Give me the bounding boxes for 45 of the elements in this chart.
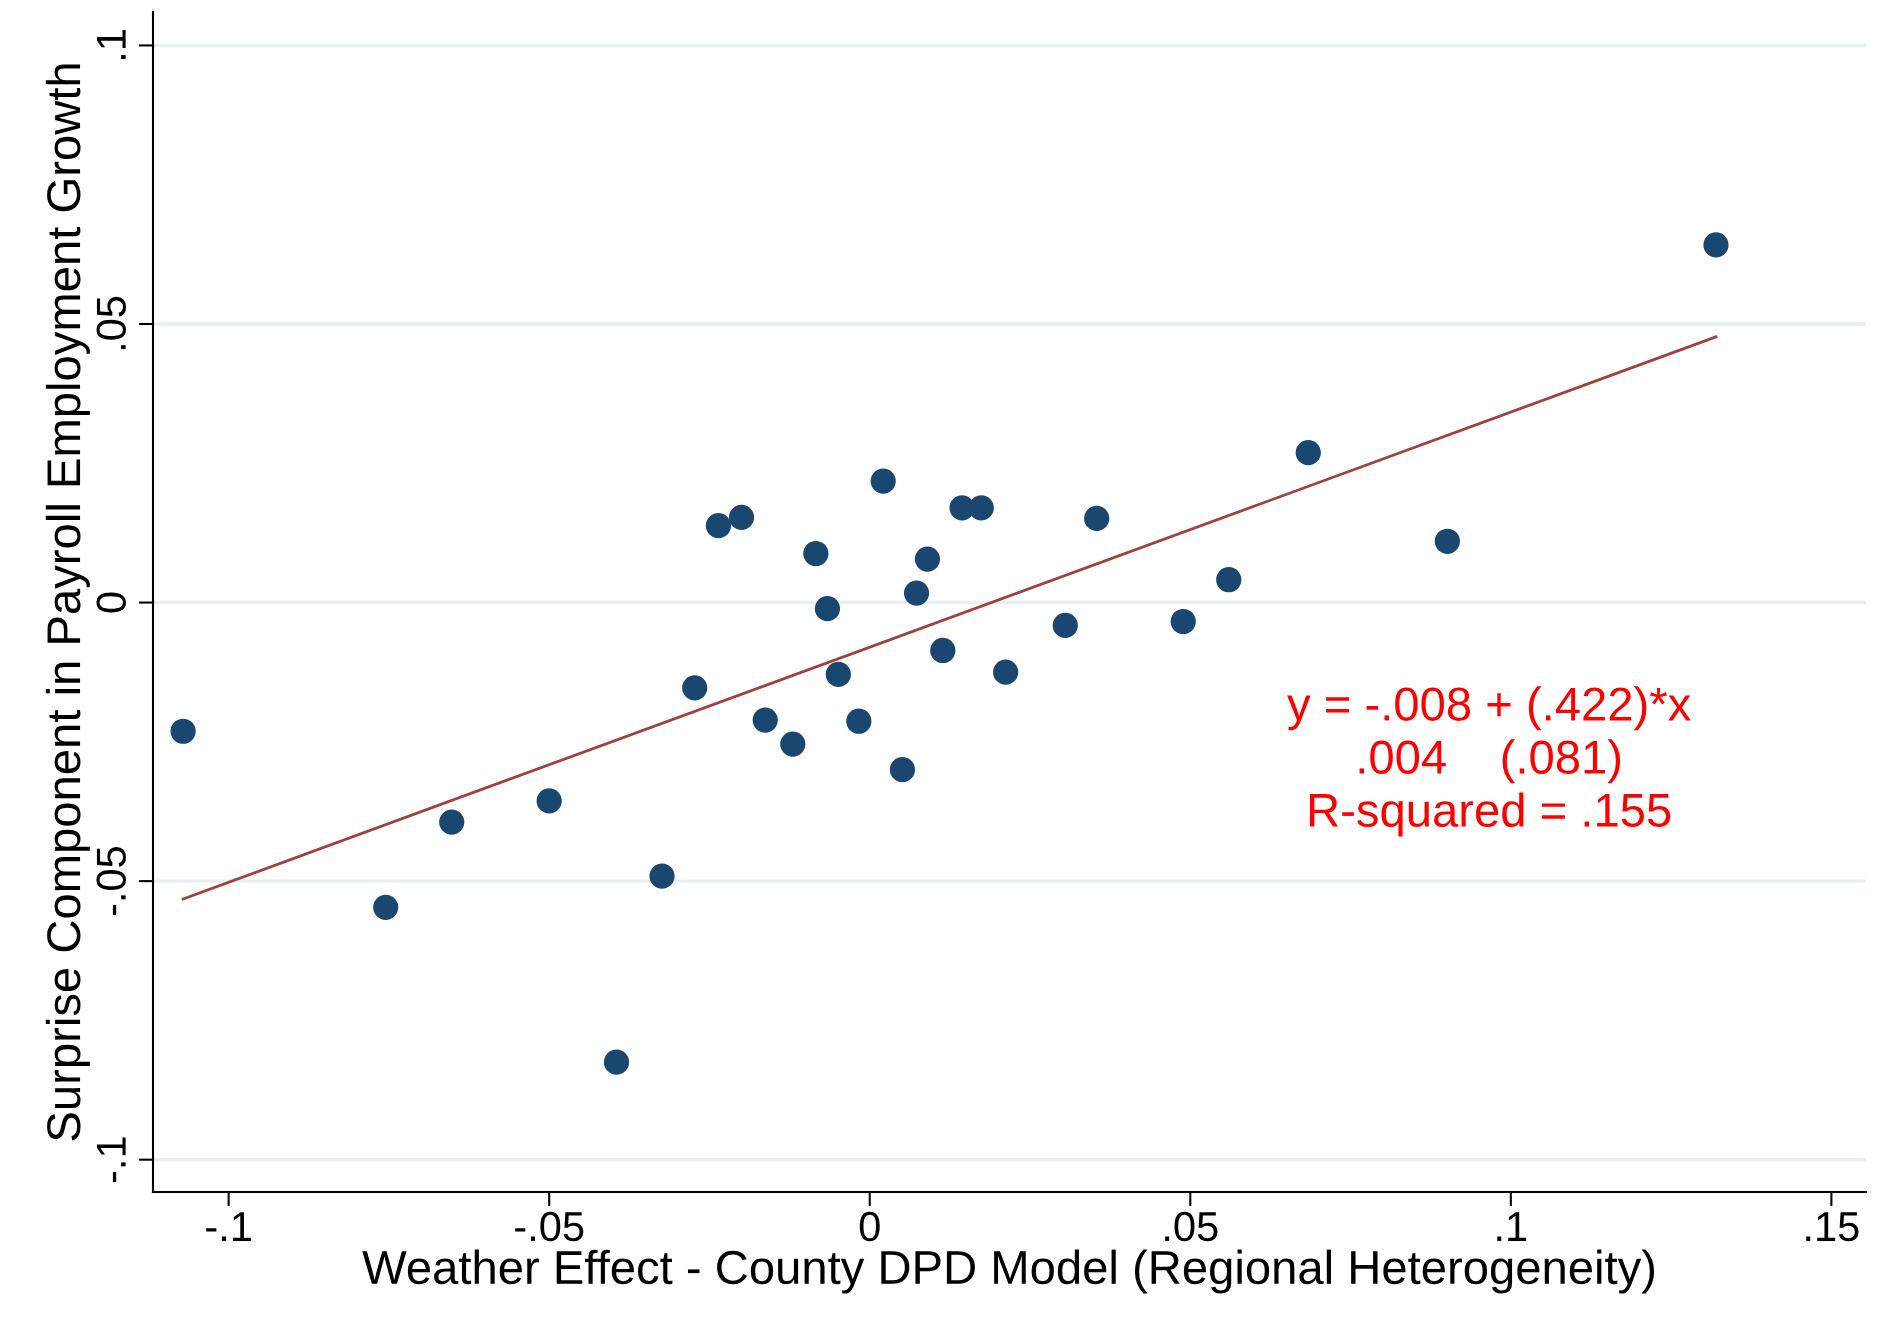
point: [993, 659, 1019, 685]
point: [682, 675, 708, 701]
annotation: R-squared = .155: [1309, 792, 1671, 837]
point: [1703, 232, 1729, 258]
y-tick-label: .05: [96, 296, 127, 350]
point: [903, 580, 930, 606]
x-tick-label: .05: [1165, 1211, 1218, 1242]
x-tick-label: -.1: [206, 1212, 251, 1241]
point: [814, 596, 841, 622]
point: [649, 863, 675, 889]
point: [1216, 567, 1242, 593]
point: [968, 495, 994, 521]
y-tick-label: .1: [96, 30, 126, 59]
point: [914, 546, 941, 572]
point: [728, 504, 755, 530]
point: [780, 731, 806, 757]
point: [846, 708, 872, 734]
point: [870, 468, 896, 494]
x-axis-title: Weather Effect - County DPD Model (Regional Heterogeneity): [362, 1249, 1655, 1294]
point: [705, 513, 732, 539]
point: [373, 894, 399, 920]
point: [603, 1049, 630, 1075]
point: [825, 661, 851, 688]
x-tick-label: .15: [1806, 1212, 1859, 1242]
point: [1295, 440, 1321, 466]
annotation: y = -.008 + (.422)*x: [1287, 686, 1691, 731]
x-tick-label: .1: [1497, 1212, 1527, 1241]
point: [752, 707, 778, 733]
point: [439, 809, 465, 835]
point: [170, 718, 196, 744]
point: [930, 637, 956, 664]
point: [1052, 612, 1078, 639]
y-tick-label: -.05: [96, 846, 127, 916]
x-tick-label: 0: [859, 1211, 880, 1242]
point: [803, 540, 829, 567]
y-tick-label: -.1: [96, 1137, 126, 1183]
y-tick-label: 0: [96, 592, 127, 613]
point: [1434, 528, 1460, 554]
annotation: .004 (.081): [1359, 739, 1621, 784]
point: [536, 788, 562, 814]
point: [1084, 505, 1110, 532]
y-axis-title: Surprise Component in Payroll Employment Growth: [45, 64, 90, 1141]
x-tick-label: -.05: [515, 1211, 584, 1242]
point: [1170, 608, 1196, 635]
point: [889, 757, 916, 783]
